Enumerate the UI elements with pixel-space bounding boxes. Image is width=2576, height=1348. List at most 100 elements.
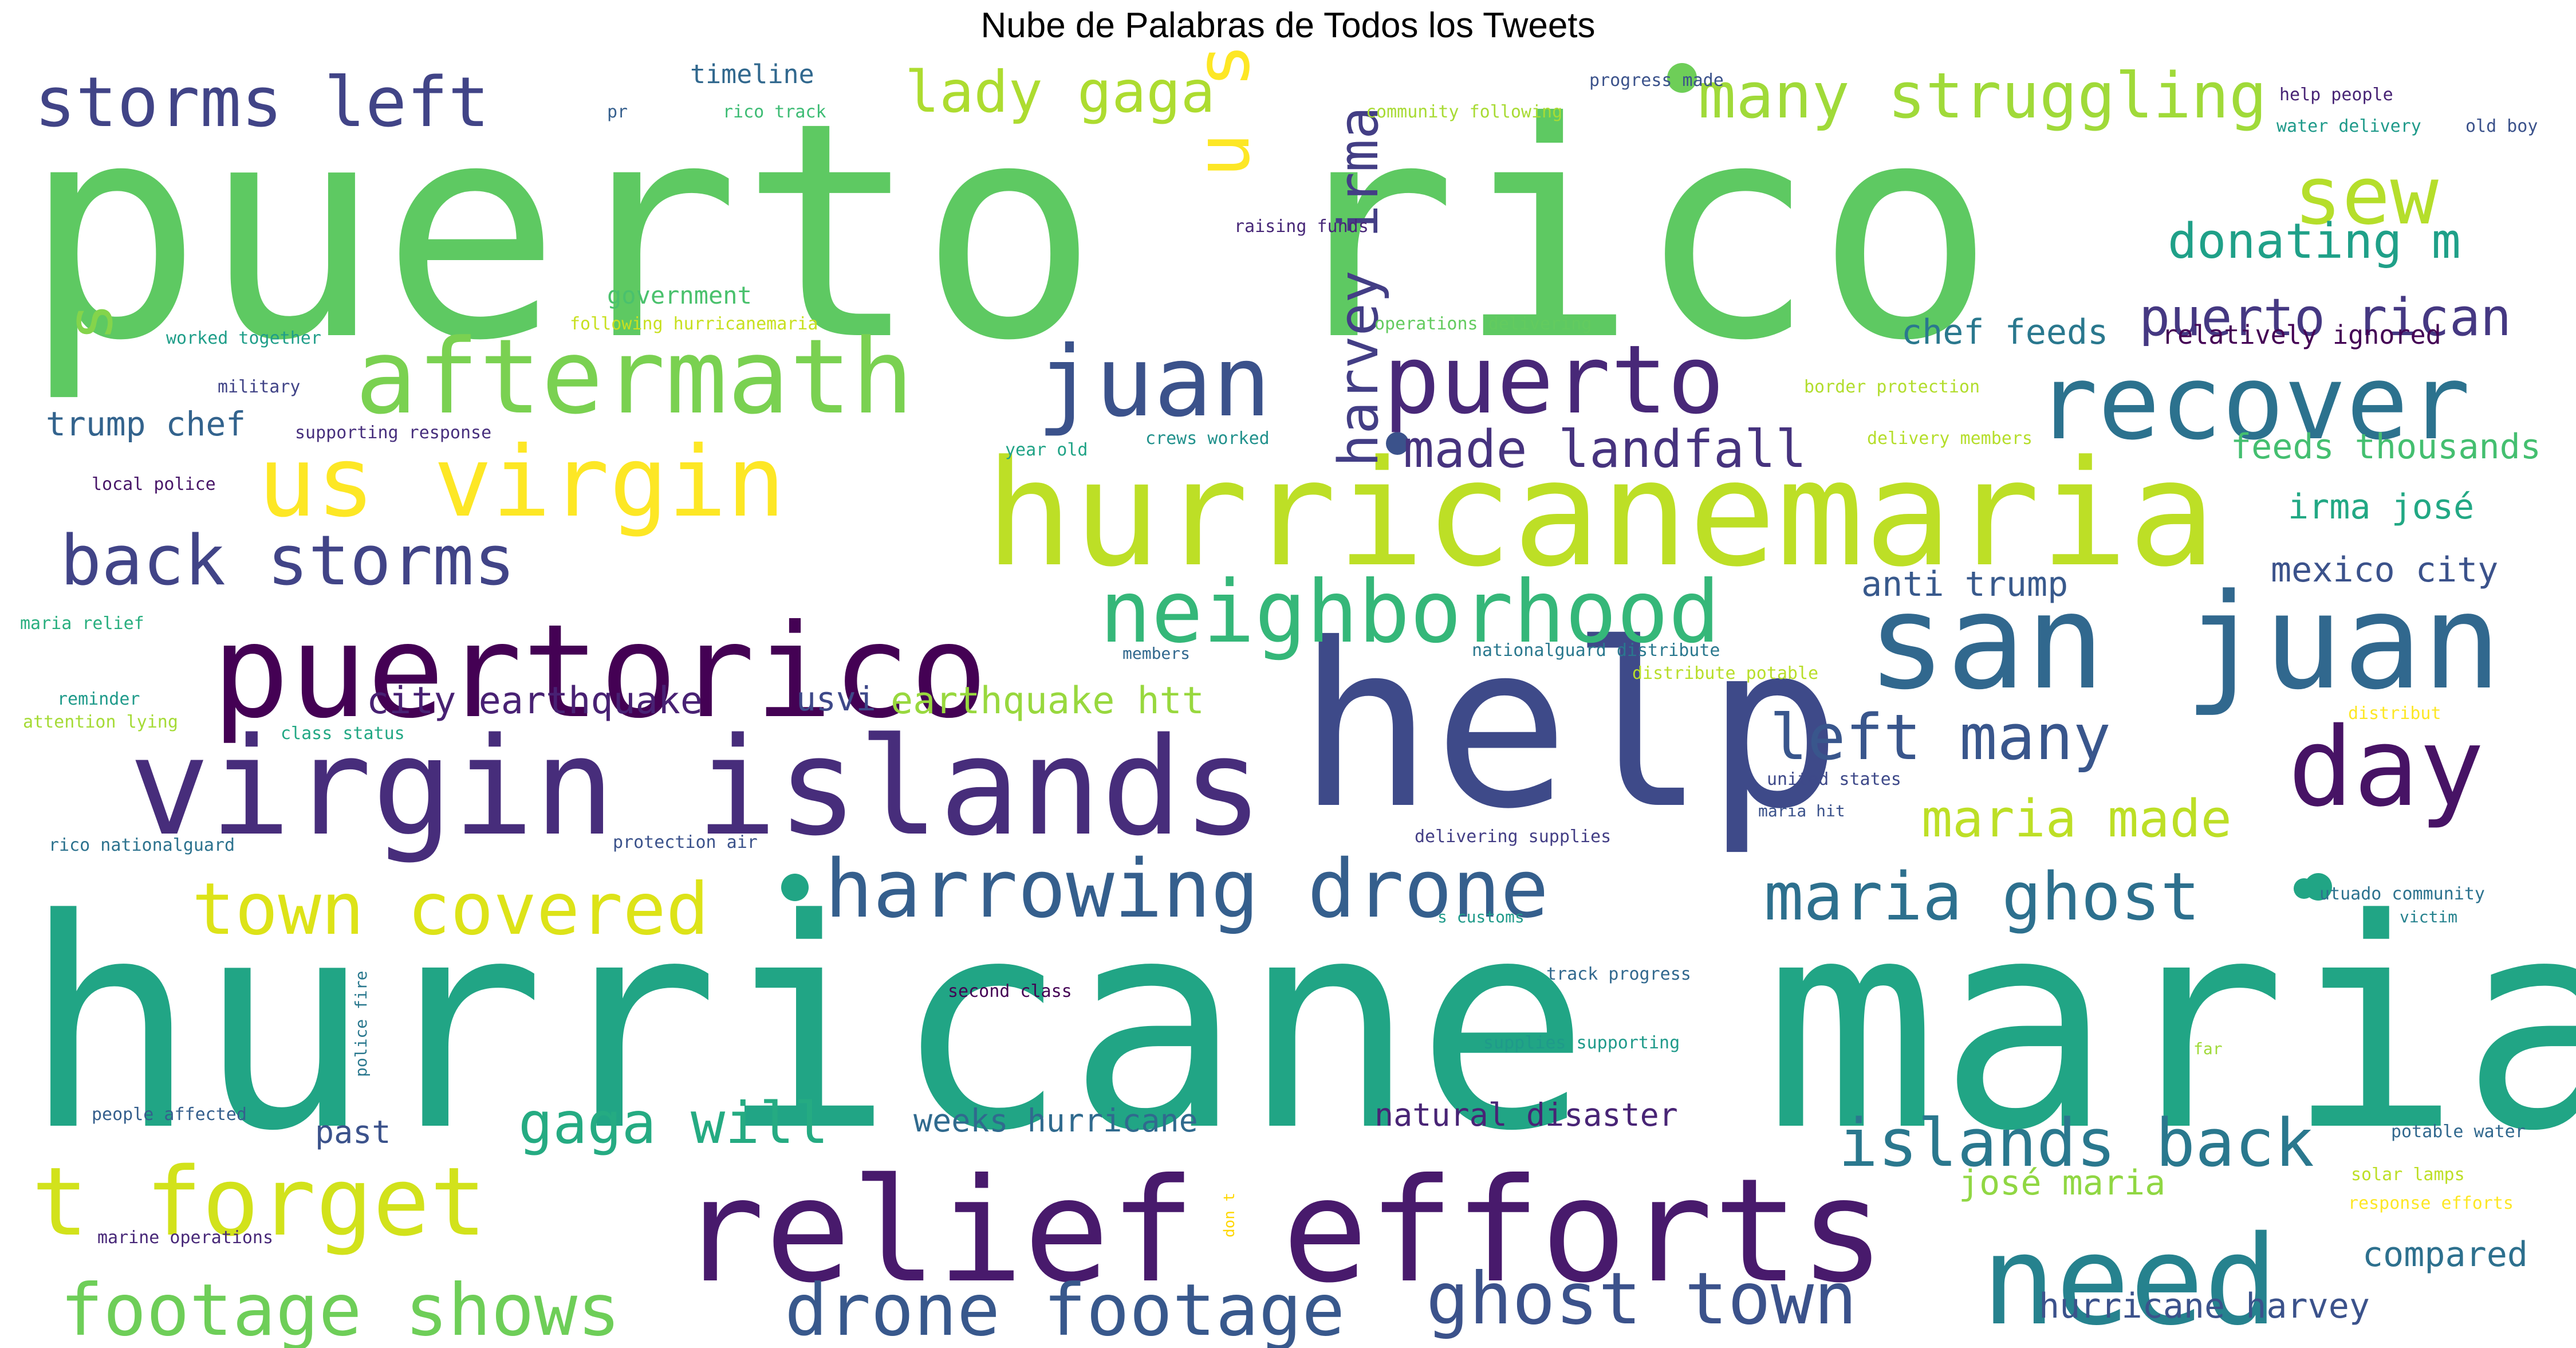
decorative-dot bbox=[781, 874, 809, 901]
word-storms-left: storms left bbox=[34, 63, 490, 143]
word-gaga-will: gaga will bbox=[518, 1090, 829, 1157]
word-hurricane-maria: hurricane maria bbox=[23, 858, 2576, 1194]
word-maria-relief: maria relief bbox=[20, 614, 144, 634]
word-city-earthquake: city earthquake bbox=[367, 679, 703, 722]
word-anti-trump: anti trump bbox=[1861, 564, 2068, 604]
word-left-many: left many bbox=[1770, 701, 2111, 774]
word-supporting-response: supporting response bbox=[295, 423, 491, 443]
word-drone-footage: drone footage bbox=[785, 1269, 1345, 1348]
word-neighborhood: neighborhood bbox=[1100, 563, 1720, 662]
word-s: s bbox=[53, 303, 127, 341]
word-pr: pr bbox=[607, 102, 628, 122]
word-don-t: don t bbox=[1221, 1193, 1238, 1237]
word-feeds-thousands: feeds thousands bbox=[2231, 427, 2541, 467]
word-sew: sew bbox=[2294, 150, 2439, 243]
chart-title: Nube de Palabras de Todos los Tweets bbox=[980, 6, 1596, 45]
word-puerto-rican: puerto rican bbox=[2139, 288, 2511, 348]
word-footage-shows: footage shows bbox=[60, 1269, 620, 1348]
word-operations-delivering: operations delivering bbox=[1374, 314, 1592, 334]
word-trump-chef: trump chef bbox=[46, 404, 246, 443]
word-maria-ghost: maria ghost bbox=[1764, 859, 2200, 936]
word-back-storms: back storms bbox=[60, 521, 515, 601]
word-maria-hit: maria hit bbox=[1758, 801, 1845, 820]
word-victim: victim bbox=[2400, 907, 2457, 926]
word-water-delivery: water delivery bbox=[2276, 116, 2421, 136]
word-class-status: class status bbox=[281, 724, 405, 744]
word-juan: juan bbox=[1037, 325, 1271, 439]
word-rico-nationalguard: rico nationalguard bbox=[49, 835, 235, 855]
word-hurricanemaria: hurricanemaria bbox=[985, 429, 2216, 599]
word-chef-feeds: chef feeds bbox=[1901, 312, 2108, 352]
word-virgin-islands: virgin islands bbox=[129, 709, 1263, 866]
word-mexico-city: mexico city bbox=[2271, 550, 2498, 590]
word-t-forget: t forget bbox=[31, 1147, 487, 1257]
word-day: day bbox=[2288, 704, 2484, 831]
word-maria-made: maria made bbox=[1921, 789, 2232, 849]
word-relief-efforts: relief efforts bbox=[679, 1147, 1885, 1314]
word-lady-gaga: lady gaga bbox=[905, 58, 1215, 125]
word-weeks-hurricane: weeks hurricane bbox=[913, 1102, 1198, 1139]
word-us-virgin: us virgin bbox=[258, 426, 785, 539]
word-protection-air: protection air bbox=[613, 832, 758, 852]
word-response-efforts: response efforts bbox=[2348, 1193, 2514, 1213]
word-irma-jos-: irma josé bbox=[2288, 487, 2474, 527]
word-police-fire: police fire bbox=[352, 971, 371, 1077]
word-compared: compared bbox=[2362, 1235, 2528, 1275]
decorative-dot bbox=[1386, 432, 1409, 455]
word-hurricane-harvey: hurricane harvey bbox=[2039, 1286, 2370, 1326]
word-second-class: second class bbox=[948, 981, 1072, 1001]
word-s-customs: s customs bbox=[1437, 907, 1525, 926]
word-jos-maria: josé maria bbox=[1959, 1163, 2165, 1203]
word-recover: recover bbox=[2036, 343, 2471, 463]
word-marine-operations: marine operations bbox=[97, 1228, 273, 1248]
word-united-states: united states bbox=[1767, 769, 1901, 789]
word-need: need bbox=[1982, 1209, 2278, 1348]
word-donating-m: donating m bbox=[2168, 213, 2461, 270]
word-harvey-irma: harvey irma bbox=[1328, 107, 1391, 467]
word-crews-worked: crews worked bbox=[1145, 429, 1270, 449]
word-nationalguard-distribute: nationalguard distribute bbox=[1472, 640, 1720, 661]
word-delivery-members: delivery members bbox=[1867, 429, 2033, 449]
decorative-dot bbox=[2294, 878, 2314, 899]
word-aftermath: aftermath bbox=[355, 317, 913, 437]
word-natural-disaster: natural disaster bbox=[1374, 1097, 1678, 1133]
word-far: far bbox=[2193, 1039, 2223, 1058]
word-delivering-supplies: delivering supplies bbox=[1415, 827, 1611, 847]
word-community-following: community following bbox=[1366, 102, 1562, 122]
word-old-boy: old boy bbox=[2465, 116, 2538, 136]
word-san-juan: san juan bbox=[1867, 566, 2502, 719]
word-distribut: distribut bbox=[2348, 704, 2441, 724]
word-earthquake-htt: earthquake htt bbox=[891, 679, 1204, 722]
word-year-old: year old bbox=[1005, 440, 1088, 460]
word-reminder: reminder bbox=[57, 689, 140, 709]
word-worked-together: worked together bbox=[166, 328, 321, 348]
word-attention-lying: attention lying bbox=[23, 712, 178, 732]
word-puerto-rico: puerto rico bbox=[23, 58, 1995, 406]
word-solar-lamps: solar lamps bbox=[2351, 1165, 2465, 1185]
word-harrowing-drone: harrowing drone bbox=[825, 843, 1549, 936]
word-potable-water: potable water bbox=[2391, 1122, 2526, 1142]
word-town-covered: town covered bbox=[192, 868, 709, 951]
word-people-affected: people affected bbox=[92, 1105, 247, 1125]
word-raising-funds: raising funds bbox=[1234, 217, 1369, 237]
word-past: past bbox=[315, 1114, 391, 1150]
word-local-police: local police bbox=[92, 474, 216, 494]
word-utuado-community: utuado community bbox=[2319, 884, 2485, 904]
word-relatively-ignored: relatively ignored bbox=[2162, 320, 2441, 350]
word-usvi: usvi bbox=[796, 679, 876, 718]
word-rico-track: rico track bbox=[723, 102, 826, 122]
word-government: government bbox=[607, 281, 752, 309]
word-help-people: help people bbox=[2279, 85, 2393, 105]
word-border-protection: border protection bbox=[1804, 377, 1980, 397]
word-military: military bbox=[218, 377, 301, 397]
word-u-s: u s bbox=[1179, 43, 1266, 178]
word-following-hurricanemaria: following hurricanemaria bbox=[570, 314, 818, 334]
word-ghost-town: ghost town bbox=[1426, 1257, 1857, 1341]
decorative-dot bbox=[1667, 63, 1697, 93]
word-track-progress: track progress bbox=[1546, 964, 1691, 984]
word-supplies-supporting: supplies supporting bbox=[1483, 1033, 1680, 1053]
word-puerto: puerto bbox=[1383, 325, 1724, 435]
word-help: help bbox=[1297, 595, 1842, 859]
word-made-landfall: made landfall bbox=[1403, 419, 1806, 480]
